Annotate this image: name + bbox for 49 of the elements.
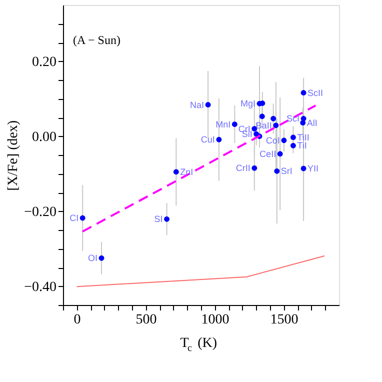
annotation: CI [70,213,79,223]
y-tick-label: −0.40 [24,280,56,295]
point [300,90,306,96]
point [259,114,265,120]
annotation: CuI [200,134,215,145]
annotation: SI [154,214,163,224]
annotation: YII [308,164,319,174]
point [273,122,279,128]
annotation: AlI [306,118,318,128]
annotation: ScII [308,88,324,98]
y-axis-title: [X/Fe] (dex) [6,120,22,191]
annotation: (A − Sun) [73,33,120,47]
annotation: OI [88,253,98,264]
point [98,255,104,261]
point [205,102,211,108]
point [252,126,258,132]
point [281,138,287,144]
point [252,165,258,171]
point [274,168,280,174]
annotation: BaII [256,120,272,130]
point [164,216,170,222]
annotation: CeII [260,148,276,159]
annotation: MnI [216,119,231,130]
annotation: ScI [286,114,300,124]
x-tick-label: 0 [74,312,81,328]
point [80,215,86,221]
point [290,142,296,148]
point [290,134,296,140]
y-tick-label: 0.00 [32,130,56,145]
point [300,116,306,122]
annotation: ZnI [180,166,194,177]
annotation: TiI [297,140,307,151]
annotation: CrII [236,163,250,174]
x-tick-label: 1000 [201,312,230,328]
point [232,122,238,127]
point [277,151,283,157]
annotation: SrI [280,166,292,176]
annotation: TiII [297,132,310,142]
x-tick-label: 1500 [270,312,298,328]
point [270,116,276,122]
annotation: CoI [266,135,280,146]
x-tick-label: 500 [136,312,157,328]
point [300,166,306,172]
y-tick-label: −0.20 [24,204,56,220]
annotation: MgI [240,98,256,109]
y-tick-label: 0.20 [32,54,56,70]
point [173,169,179,175]
point [216,136,222,142]
annotation: NaI [190,100,204,110]
